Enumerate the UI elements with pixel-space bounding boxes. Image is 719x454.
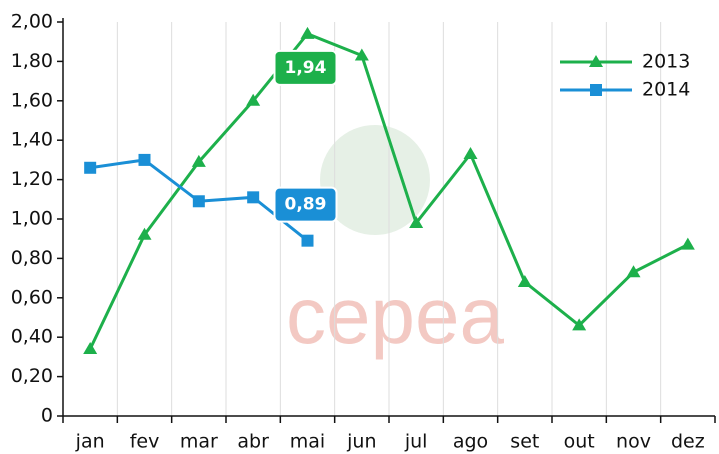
x-tick-label: dez xyxy=(671,431,705,453)
data-point xyxy=(139,154,151,166)
x-tick-label: mar xyxy=(180,431,218,453)
data-point xyxy=(464,147,478,159)
y-tick-label: 0 xyxy=(41,405,53,427)
watermark: cepea xyxy=(286,271,504,360)
x-tick-label: set xyxy=(510,431,539,453)
data-point xyxy=(84,162,96,174)
y-tick-label: 1,00 xyxy=(11,208,53,230)
data-point xyxy=(302,235,314,247)
x-tick-label: jun xyxy=(346,431,376,453)
data-point xyxy=(247,191,259,203)
x-tick-label: ago xyxy=(453,431,488,453)
x-tick-label: nov xyxy=(616,431,651,453)
y-tick-label: 0,40 xyxy=(11,326,53,348)
chart: cepea 0 0,20 0,40 0,60 0,80 1,00 1,20 1,40 1,60 1… xyxy=(0,0,719,454)
data-point xyxy=(83,342,97,354)
x-tick-label: out xyxy=(564,431,595,453)
y-tick-label: 0,20 xyxy=(11,365,53,387)
data-point xyxy=(681,238,695,250)
legend-label: 2013 xyxy=(642,51,690,73)
x-tick-label: fev xyxy=(130,431,160,453)
x-tick-label: mai xyxy=(290,431,325,453)
legend-marker xyxy=(590,84,602,96)
data-point xyxy=(518,275,532,287)
y-tick-label: 1,40 xyxy=(11,129,53,151)
value-label: 0,89 xyxy=(285,195,327,215)
y-tick-label: 0,60 xyxy=(11,286,53,308)
y-tick-label: 0,80 xyxy=(11,247,53,269)
data-point xyxy=(301,27,315,39)
value-label: 1,94 xyxy=(285,58,327,78)
x-tick-label: jul xyxy=(404,431,428,453)
y-tick-label: 1,80 xyxy=(11,50,53,72)
x-tick-label: jan xyxy=(75,431,105,453)
data-point xyxy=(193,195,205,207)
y-tick-label: 1,60 xyxy=(11,89,53,111)
x-tick-label: abr xyxy=(237,431,269,453)
y-tick-label: 1,20 xyxy=(11,168,53,190)
legend-label: 2014 xyxy=(642,79,690,101)
y-tick-label: 2,00 xyxy=(11,11,53,33)
